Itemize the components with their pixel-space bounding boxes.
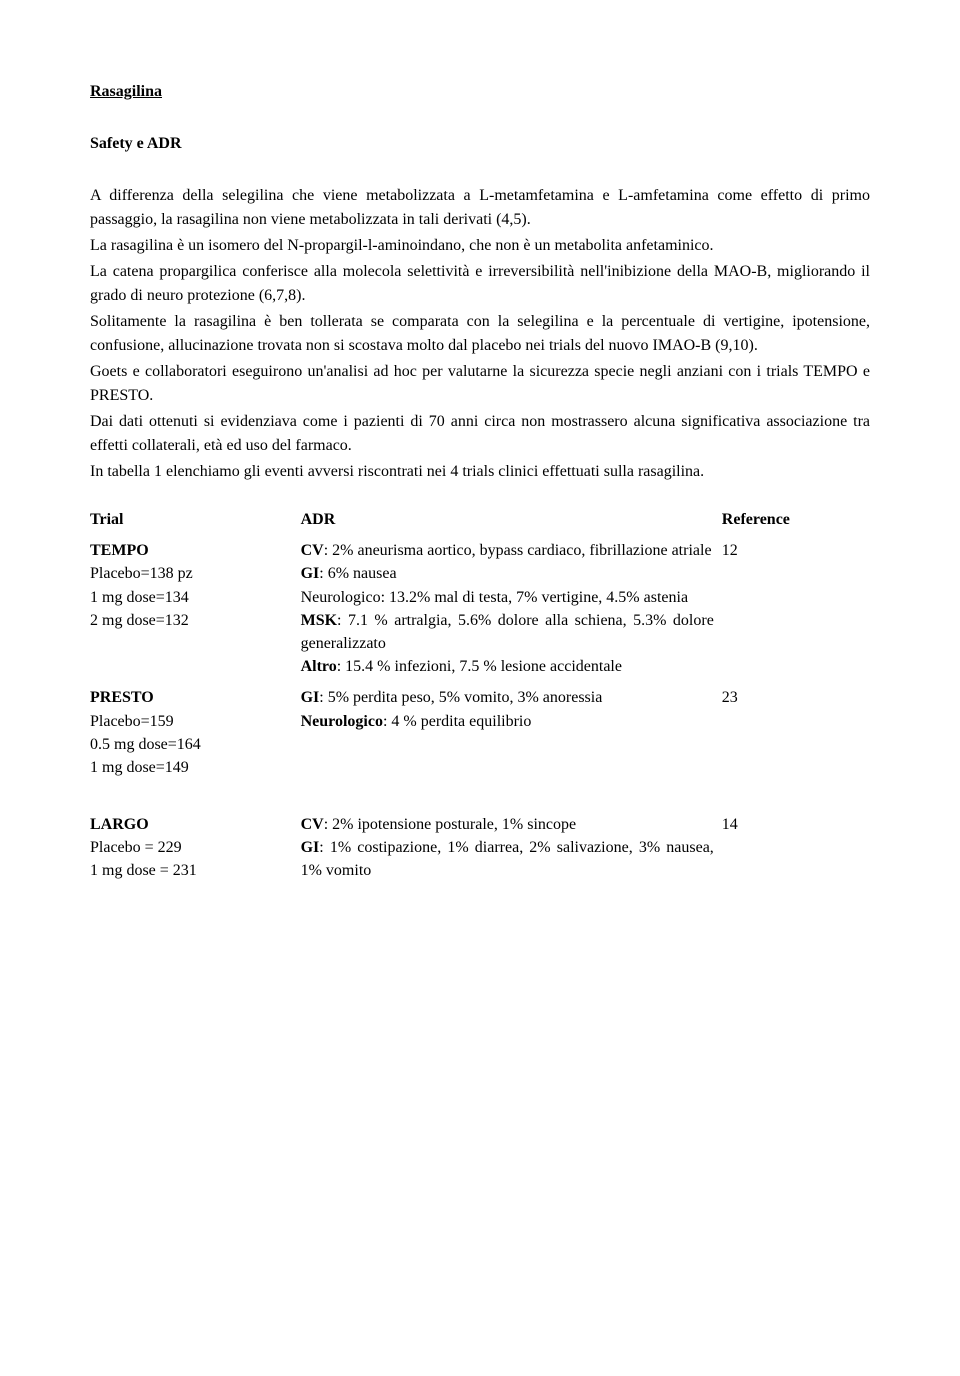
trial-name: TEMPO — [90, 542, 149, 559]
paragraph: Dai dati ottenuti si evidenziava come i … — [90, 410, 870, 458]
subsection-title: Safety e ADR — [90, 132, 870, 156]
paragraph: A differenza della selegilina che viene … — [90, 184, 870, 232]
trial-line: Placebo=159 — [90, 713, 174, 730]
table-header-ref: Reference — [722, 504, 870, 535]
trial-line: Placebo = 229 — [90, 839, 182, 856]
table-row: LARGO Placebo = 229 1 mg dose = 231 CV: … — [90, 809, 870, 887]
ref-cell: 12 — [722, 535, 870, 682]
adr-label: Altro — [301, 658, 337, 675]
adr-text: : 1% costipazione, 1% diarrea, 2% saliva… — [301, 839, 714, 879]
trial-cell: LARGO Placebo = 229 1 mg dose = 231 — [90, 809, 301, 887]
adr-label: CV — [301, 816, 324, 833]
adr-label: Neurologico — [301, 713, 383, 730]
adr-text: : 13.2% mal di testa, 7% vertigine, 4.5%… — [381, 589, 688, 606]
table-gap-row — [90, 783, 870, 809]
trial-line: Placebo=138 pz — [90, 565, 193, 582]
trial-line: 0.5 mg dose=164 — [90, 736, 201, 753]
adr-text: : 2% aneurisma aortico, bypass cardiaco,… — [324, 542, 712, 559]
table-row: PRESTO Placebo=159 0.5 mg dose=164 1 mg … — [90, 682, 870, 783]
ref-cell: 14 — [722, 809, 870, 887]
trial-name: PRESTO — [90, 689, 154, 706]
paragraph: In tabella 1 elenchiamo gli eventi avver… — [90, 460, 870, 484]
trial-line: 1 mg dose=134 — [90, 589, 189, 606]
trial-cell: TEMPO Placebo=138 pz 1 mg dose=134 2 mg … — [90, 535, 301, 682]
adr-label: GI — [301, 839, 320, 856]
adr-label: GI — [301, 565, 320, 582]
ref-cell: 23 — [722, 682, 870, 783]
adr-label: MSK — [301, 612, 337, 629]
table-row: TEMPO Placebo=138 pz 1 mg dose=134 2 mg … — [90, 535, 870, 682]
adr-cell: CV: 2% ipotensione posturale, 1% sincope… — [301, 809, 722, 887]
paragraph: Solitamente la rasagilina è ben tollerat… — [90, 310, 870, 358]
adr-label: GI — [301, 689, 320, 706]
adr-text: : 4 % perdita equilibrio — [383, 713, 531, 730]
trial-line: 1 mg dose=149 — [90, 759, 189, 776]
adr-text: : 5% perdita peso, 5% vomito, 3% anoress… — [319, 689, 602, 706]
adr-text: : 15.4 % infezioni, 7.5 % lesione accide… — [337, 658, 622, 675]
trial-name: LARGO — [90, 816, 149, 833]
trial-line: 1 mg dose = 231 — [90, 862, 197, 879]
adr-text: : 6% nausea — [319, 565, 396, 582]
paragraph: La catena propargilica conferisce alla m… — [90, 260, 870, 308]
adr-cell: CV: 2% aneurisma aortico, bypass cardiac… — [301, 535, 722, 682]
page-title: Rasagilina — [90, 80, 870, 104]
table-header-adr: ADR — [301, 504, 722, 535]
trial-cell: PRESTO Placebo=159 0.5 mg dose=164 1 mg … — [90, 682, 301, 783]
trial-line: 2 mg dose=132 — [90, 612, 189, 629]
adr-text: : 7.1 % artralgia, 5.6% dolore alla schi… — [301, 612, 714, 652]
paragraph: Goets e collaboratori eseguirono un'anal… — [90, 360, 870, 408]
adr-text: : 2% ipotensione posturale, 1% sincope — [324, 816, 576, 833]
table-header-row: Trial ADR Reference — [90, 504, 870, 535]
adr-cell: GI: 5% perdita peso, 5% vomito, 3% anore… — [301, 682, 722, 783]
adr-label: Neurologico — [301, 589, 381, 606]
adr-table: Trial ADR Reference TEMPO Placebo=138 pz… — [90, 504, 870, 887]
paragraph: La rasagilina è un isomero del N-proparg… — [90, 234, 870, 258]
adr-label: CV — [301, 542, 324, 559]
table-header-trial: Trial — [90, 504, 301, 535]
